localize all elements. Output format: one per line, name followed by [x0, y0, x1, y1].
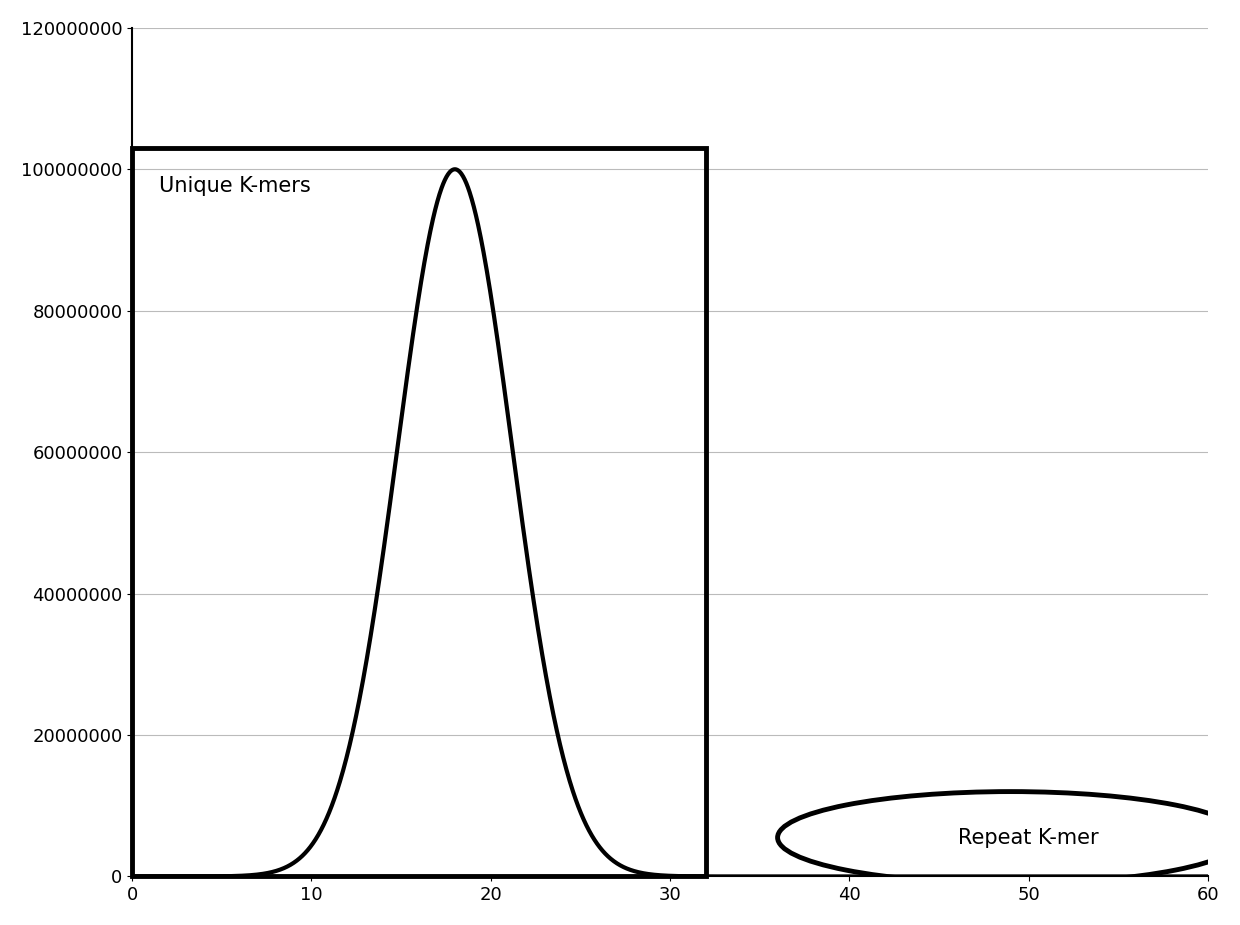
Text: Unique K-mers: Unique K-mers — [159, 177, 311, 196]
Text: Repeat K-mer: Repeat K-mer — [959, 828, 1099, 847]
Bar — [133, 148, 706, 877]
